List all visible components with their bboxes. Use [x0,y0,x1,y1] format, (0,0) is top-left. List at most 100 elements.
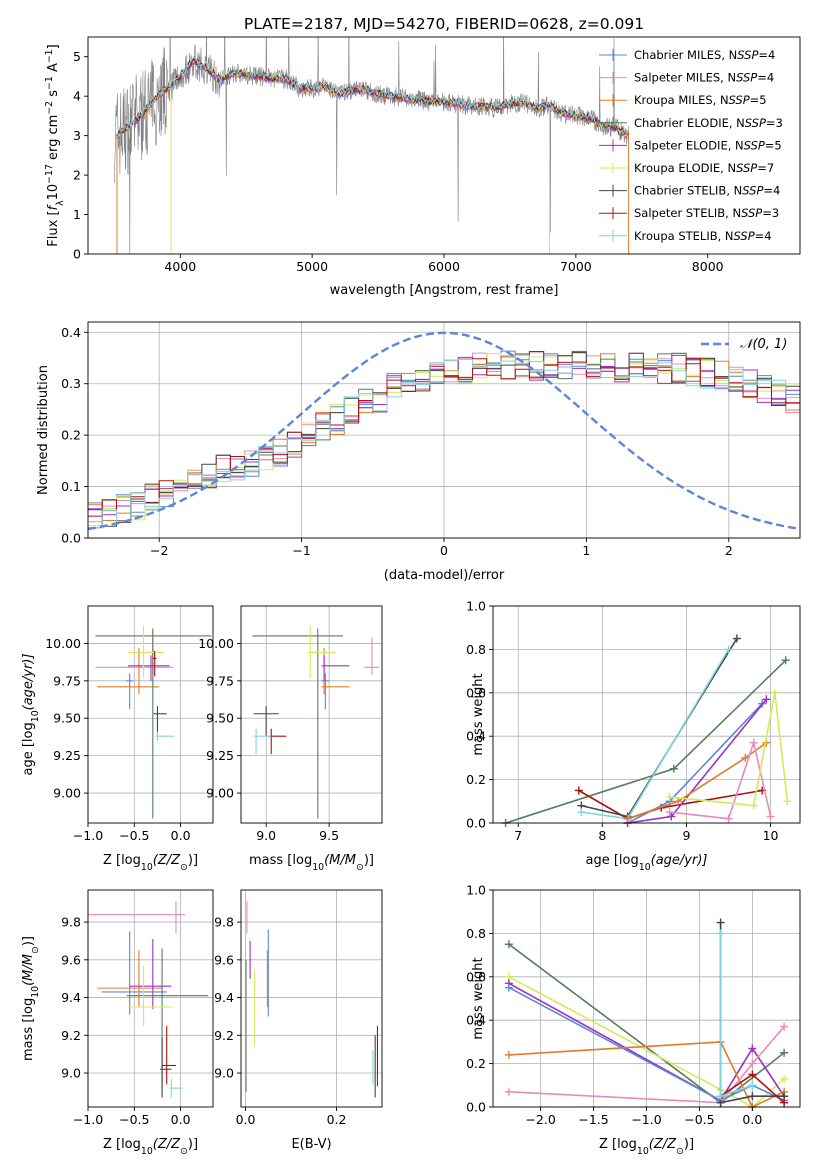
weight-point-marker [504,940,513,949]
legend-entry-part: SSP [734,229,755,243]
x-axis-label: wavelength [Angstrom, rest frame] [330,283,559,298]
legend-entry-part: Chabrier ELODIE, N [634,116,745,130]
errorbar-point [160,1037,172,1098]
y-tick-label: 0.6 [466,685,486,700]
weight-series-line [508,1041,785,1109]
weight-point-marker [780,1048,789,1057]
y-tick-label: 0.0 [466,816,486,831]
legend-entry-part: =7 [757,161,774,175]
errorbar-point [95,628,212,819]
errorbar-point [307,625,336,678]
axes-frame [240,605,383,824]
legend-entry: Chabrier MILES, NSSP=4 [634,48,775,62]
legend-entry-part: Salpeter STELIB, N [634,206,741,220]
spectrum-panel: 4000 5000 6000 7000 8000 0 1 2 3 4 5 wavelength [An… [44,36,801,298]
weight-point-marker [623,814,632,823]
x-tick-label: −2 [150,543,168,558]
x-axis-label-part: 10 [141,862,153,873]
x-axis-label: Z [log10(Z/Z⊙)] [103,853,198,873]
x-axis-label-part: (M/M [324,853,356,868]
errorbar-area [95,625,212,819]
y-tick-label: 10.00 [198,636,234,651]
legend-entry-part: SSP [737,48,758,62]
x-axis-label-part: 10 [639,862,651,873]
errorbar-point [152,650,157,677]
model-spectrum-line [116,59,629,140]
y-tick-label: 0.8 [466,926,486,941]
weight-point-marker [667,812,676,821]
y-tick-label: 0.0 [61,531,81,546]
errorbar-point [101,931,167,1015]
weight-series-line [581,638,738,818]
weight-series-line [581,648,730,820]
x-tick-label: 4000 [164,259,196,274]
y-axis-label-part: age [log [21,722,36,775]
y-tick-label: 9.75 [53,673,81,688]
legend-entry-part: Kroupa STELIB, N [634,229,734,243]
legend-entry: Salpeter MILES, NSSP=4 [634,71,774,85]
x-axis-label: E(B-V) [291,1137,331,1152]
y-tick-label: 2 [73,168,81,183]
legend-entry-part: SSP [736,161,757,175]
x-axis-label-part: ⊙ [180,1146,188,1157]
x-tick-label: 5000 [296,259,328,274]
legend-entry-part: Salpeter MILES, N [634,71,736,85]
x-axis-label: (data-model)/error [384,568,505,583]
weight-point-marker [780,1074,789,1083]
weight-point-marker [770,688,779,697]
errorbar-point [364,637,380,675]
y-tick-label: 0.2 [61,428,81,443]
gaussian-curve [88,331,800,531]
x-axis-label-part: )] [684,1137,694,1152]
figure-title: PLATE=2187, MJD=54270, FIBERID=0628, z=0… [244,15,644,33]
y-axis-label: age [log10(age/yr)] [21,654,41,776]
errorbar-point [253,728,272,755]
y-axis-label-part: erg cm [46,115,61,164]
weight-point-marker [504,1050,513,1059]
y-axis-label-part: (age/yr)] [21,654,36,711]
x-axis-label-part: )] [188,1137,198,1152]
legend-entry: Salpeter ELODIE, NSSP=5 [634,138,782,152]
weight-lines-area [504,918,789,1111]
weight-point-marker [716,929,725,938]
weight-point-marker [748,1070,757,1079]
y-tick-label: 0.8 [466,642,486,657]
y-axis-label-part: mass [log [21,998,36,1061]
x-tick-label: 7000 [560,259,592,274]
errorbar-point [127,655,170,681]
observed-spectrum-line [114,37,629,254]
weight-series-line [505,659,787,824]
legend-entry-part: SSP [736,71,757,85]
y-axis-label-part: −2 [44,101,55,115]
histogram-area [88,331,800,531]
y-axis-label-part: 10 [46,184,61,201]
x-axis-label: age [log10(age/yr)] [586,853,708,873]
weight-point-marker [504,983,513,992]
x-axis-label-part: mass [log [249,853,312,868]
errorbar-point [153,706,167,737]
legend-entry-part: Kroupa ELODIE, N [634,161,736,175]
x-axis-label-part: Z [log [103,1137,141,1152]
y-tick-label: 4 [73,89,81,104]
weight-point-marker [780,1022,789,1031]
x-tick-label: −0.5 [684,1112,714,1127]
histogram-step-line [88,354,800,529]
y-tick-label: 9.6 [214,952,234,967]
spectrum-plot-area [114,37,630,254]
y-axis-label-part: )] [21,936,36,946]
errorbar-point [268,728,287,755]
y-tick-label: 9.00 [53,786,81,801]
x-tick-label: 10 [763,828,779,843]
errorbar-point [321,647,350,695]
y-axis-label: mass weight [471,957,486,1039]
x-tick-label: −1.0 [631,1112,661,1127]
y-axis-label-part: ] [46,44,61,49]
weight-point-marker [781,656,790,665]
weight-point-marker [669,764,678,773]
y-tick-label: 1 [73,207,81,222]
x-axis-label-part: 10 [141,1146,153,1157]
x-tick-label: 9.0 [256,828,276,843]
errorbar-point [253,706,279,737]
weight-point-marker [749,801,758,810]
